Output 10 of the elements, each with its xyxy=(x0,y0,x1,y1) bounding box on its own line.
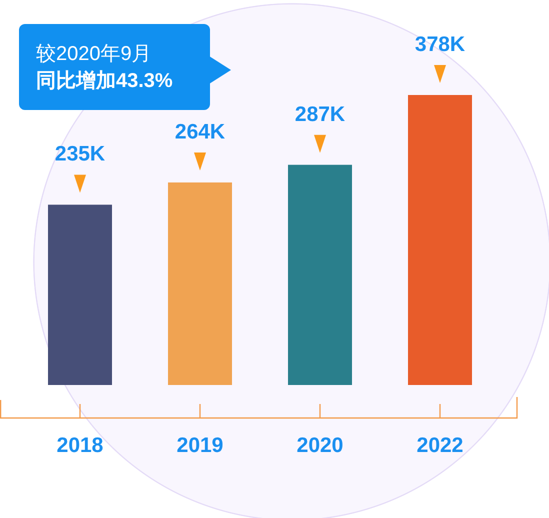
data-label: 264K xyxy=(174,120,226,144)
x-tick-label: 2019 xyxy=(176,434,224,457)
x-tick-label: 2018 xyxy=(56,434,104,457)
annotation: 较2020年9月 xyxy=(36,43,152,65)
data-label: 287K xyxy=(294,102,346,126)
data-label: 235K xyxy=(54,142,106,166)
annotation: 同比增加43.3% xyxy=(36,70,173,92)
data-label: 378K xyxy=(414,33,466,56)
x-tick-label: 2022 xyxy=(416,434,464,457)
x-tick-label: 2020 xyxy=(296,434,344,457)
